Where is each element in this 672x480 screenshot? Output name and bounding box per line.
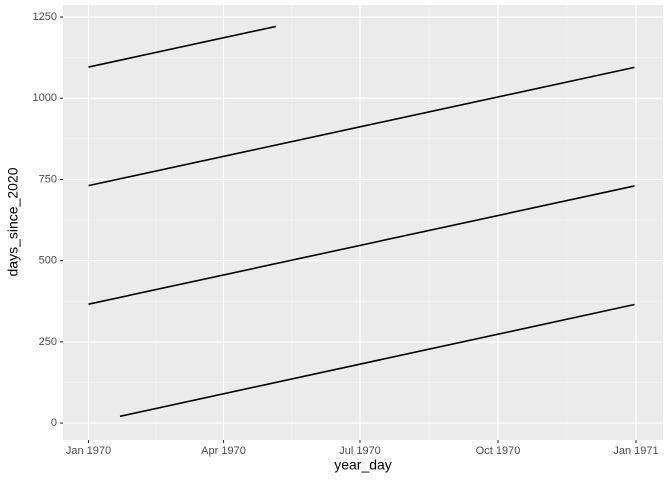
y-tick-label: 1000 xyxy=(33,92,57,104)
x-tick-label: Jan 1970 xyxy=(66,445,111,457)
y-tick-label: 1250 xyxy=(33,11,57,23)
x-tick-label: Jul 1970 xyxy=(339,445,381,457)
line xyxy=(119,303,635,418)
y-tick-label: 500 xyxy=(39,255,57,267)
y-tick-label: 250 xyxy=(39,336,57,348)
y-tick-label: 750 xyxy=(39,173,57,185)
panel xyxy=(63,5,663,440)
y-axis-title: days_since_2020 xyxy=(5,167,21,276)
x-tick-label: Jan 1971 xyxy=(613,445,658,457)
y-tick-label: 0 xyxy=(51,417,57,429)
line xyxy=(88,66,635,187)
line xyxy=(88,185,635,305)
x-tick-label: Apr 1970 xyxy=(201,445,246,457)
line xyxy=(88,25,277,68)
x-tick-label: Oct 1970 xyxy=(476,445,521,457)
x-axis-title: year_day xyxy=(334,457,392,473)
